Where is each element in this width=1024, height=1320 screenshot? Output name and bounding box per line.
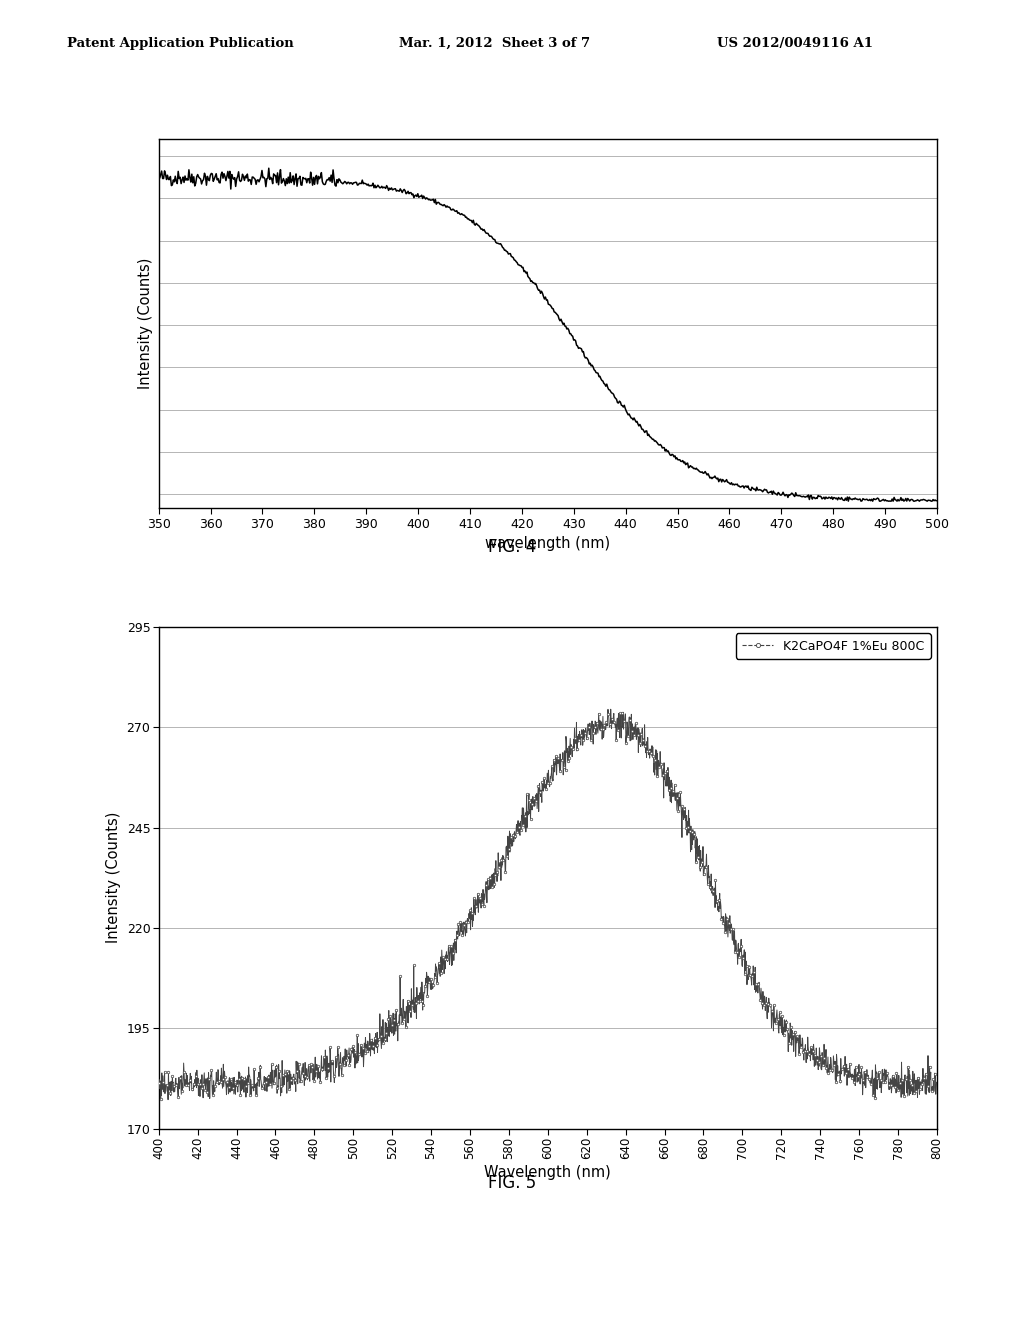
Y-axis label: Intensity (Counts): Intensity (Counts) [138,257,154,389]
Y-axis label: Intensity (Counts): Intensity (Counts) [105,812,121,944]
Text: FIG. 5: FIG. 5 [487,1173,537,1192]
Text: FIG. 4: FIG. 4 [487,537,537,556]
Text: US 2012/0049116 A1: US 2012/0049116 A1 [717,37,872,50]
X-axis label: wavelength (nm): wavelength (nm) [485,536,610,552]
Text: Mar. 1, 2012  Sheet 3 of 7: Mar. 1, 2012 Sheet 3 of 7 [399,37,591,50]
Legend: K2CaPO4F 1%Eu 800C: K2CaPO4F 1%Eu 800C [735,634,931,659]
Text: Patent Application Publication: Patent Application Publication [67,37,293,50]
X-axis label: Wavelength (nm): Wavelength (nm) [484,1164,611,1180]
